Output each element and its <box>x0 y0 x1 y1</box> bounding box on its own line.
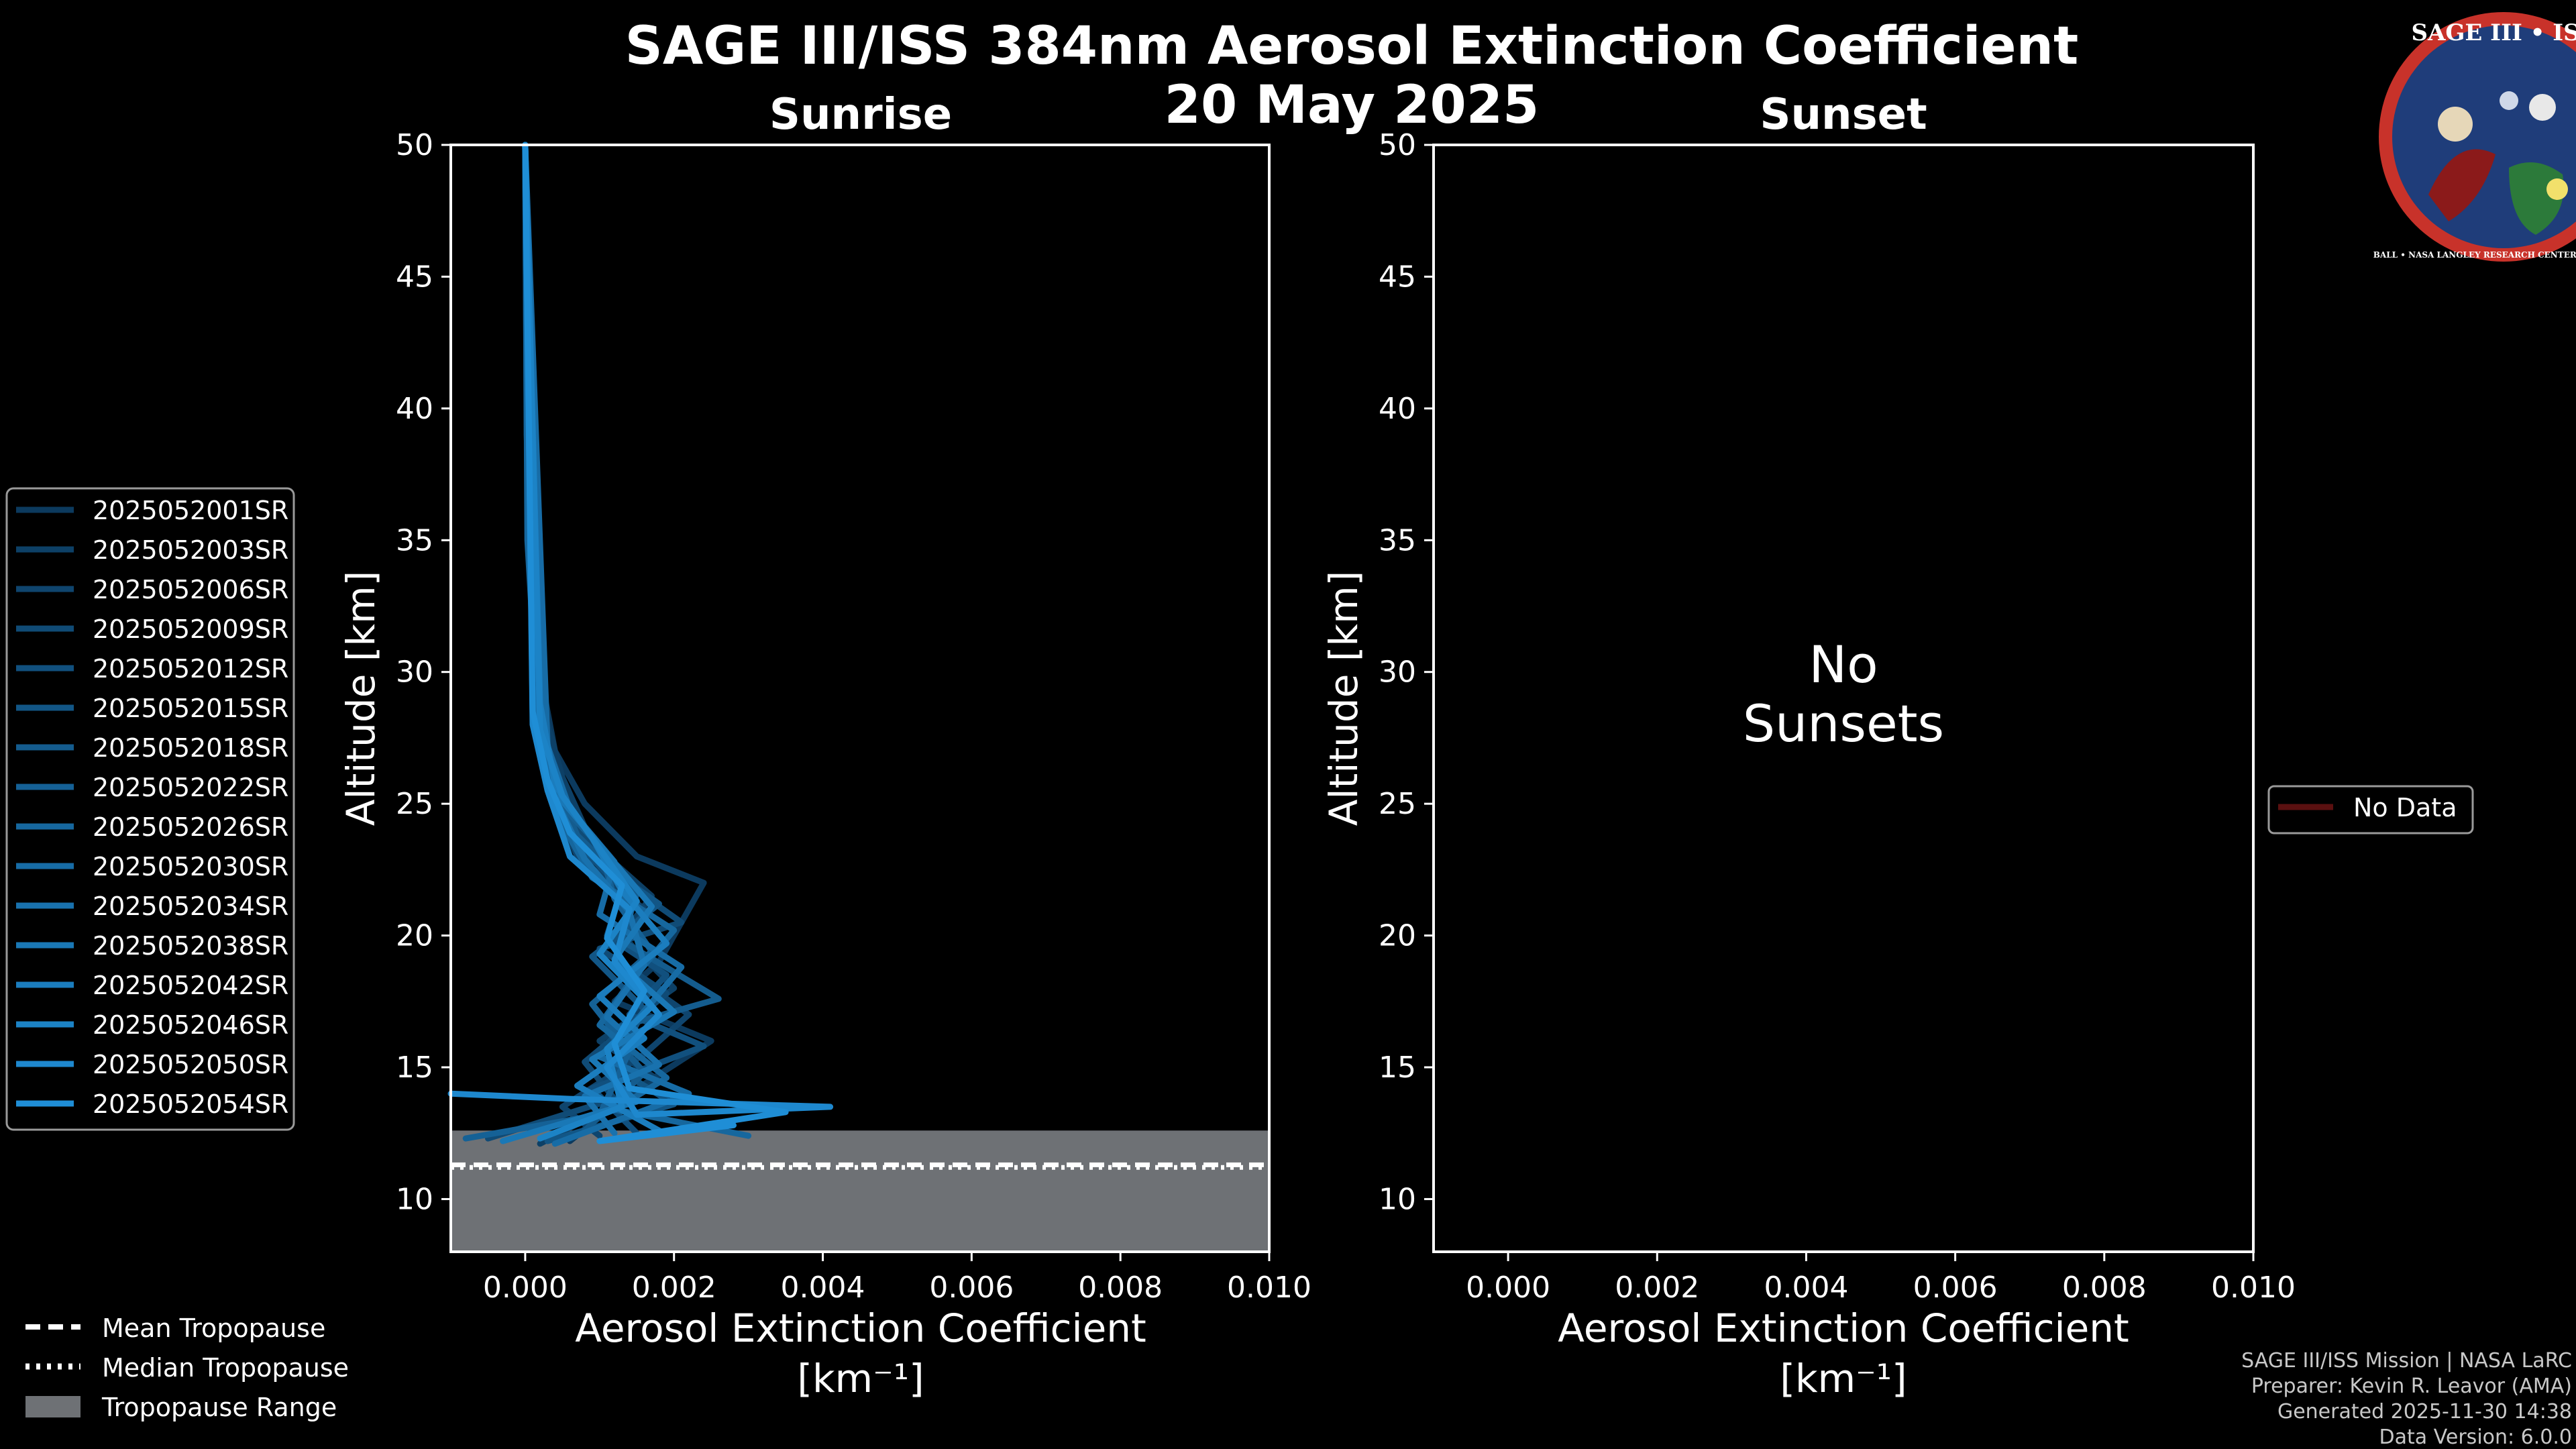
legend-label-2025052038SR: 2025052038SR <box>93 931 288 961</box>
legend-label-2025052003SR: 2025052003SR <box>93 535 288 565</box>
legend-label-2025052015SR: 2025052015SR <box>93 694 288 723</box>
no-sunsets-line1: No <box>1809 635 1878 694</box>
sunset-title: Sunset <box>1760 90 1927 140</box>
sunrise-axes-frame <box>449 144 1271 1253</box>
legend-label-2025052030SR: 2025052030SR <box>93 852 288 881</box>
sunset-ytick-label: 50 <box>1379 128 1416 162</box>
sunset-ytick-label: 15 <box>1379 1051 1416 1085</box>
date-title: 20 May 2025 <box>1165 75 1540 136</box>
sunset-plot-area <box>1434 145 2253 1252</box>
sunrise-title: Sunrise <box>769 90 952 140</box>
sunrise-ytick-label: 35 <box>396 523 433 557</box>
sunset-ytick-label: 35 <box>1379 523 1416 557</box>
sunrise-xtick-label: 0.000 <box>483 1271 568 1305</box>
legend-label-2025052009SR: 2025052009SR <box>93 614 288 644</box>
legend-label-2025052042SR: 2025052042SR <box>93 971 288 1000</box>
logo-ring-text: BALL • NASA LANGLEY RESEARCH CENTER • TA… <box>2373 250 2576 260</box>
logo-figure-head <box>2438 107 2473 142</box>
sunset-ytick-label: 25 <box>1379 787 1416 821</box>
tropopause-legend: Mean Tropopause Median Tropopause Tropop… <box>25 1313 349 1422</box>
legend-label-2025052050SR: 2025052050SR <box>93 1050 288 1079</box>
sunrise-ytick-label: 15 <box>396 1051 433 1085</box>
sunset-legend-frame <box>2267 785 2474 835</box>
sunset-xtick-label: 0.006 <box>1913 1271 1998 1305</box>
logo-moon <box>2529 94 2556 121</box>
legend-label-2025052012SR: 2025052012SR <box>93 654 288 684</box>
series-line-2025052054SR <box>522 142 789 1144</box>
sunrise-xtick-label: 0.008 <box>1078 1271 1163 1305</box>
sunrise-ylabel: Altitude [km] <box>338 571 384 826</box>
main-title: SAGE III/ISS 384nm Aerosol Extinction Co… <box>625 16 2079 76</box>
sunrise-ytick-label: 20 <box>396 919 433 953</box>
footer: SAGE III/ISS Mission | NASA LaRC Prepare… <box>2241 1349 2572 1449</box>
tropopause-range-label: Tropopause Range <box>101 1393 337 1422</box>
footer-line-4: Data Version: 6.0.0 <box>2379 1426 2572 1449</box>
sunrise-ticks: 0.000 0.002 0.004 0.006 0.008 0.010 10 15 20 25 30… <box>396 128 1311 1305</box>
sunset-ylabel: Altitude [km] <box>1321 571 1366 826</box>
legend-label-2025052046SR: 2025052046SR <box>93 1010 288 1040</box>
legend-label-2025052054SR: 2025052054SR <box>93 1089 288 1119</box>
sunrise-legend: 2025052001SR 2025052003SR 2025052006SR 2025… <box>5 487 295 1131</box>
sunset-xtick-label: 0.004 <box>1764 1271 1848 1305</box>
sunrise-panel: 0.000 0.002 0.004 0.006 0.008 0.010 10 15 20 25 30… <box>338 128 1311 1401</box>
sunset-xtick-label: 0.010 <box>2211 1271 2296 1305</box>
legend-label-2025052022SR: 2025052022SR <box>93 773 288 802</box>
legend-label-2025052006SR: 2025052006SR <box>93 575 288 604</box>
median-tropopause-label: Median Tropopause <box>102 1353 349 1383</box>
sunrise-ytick-label: 50 <box>396 128 433 162</box>
footer-line-1: SAGE III/ISS Mission | NASA LaRC <box>2241 1349 2572 1373</box>
sunrise-xunit: [km⁻¹] <box>797 1356 924 1401</box>
sunset-xunit: [km⁻¹] <box>1780 1356 1907 1401</box>
logo-figure-robe <box>2428 149 2496 221</box>
mean-tropopause-label: Mean Tropopause <box>102 1313 325 1343</box>
sunrise-xtick-label: 0.004 <box>781 1271 865 1305</box>
sunset-ticks: 0.000 0.002 0.004 0.006 0.008 0.010 10 15 20 25 30… <box>1379 128 2296 1305</box>
sunrise-xtick-label: 0.006 <box>929 1271 1014 1305</box>
tropopause-range-swatch <box>25 1396 80 1417</box>
sunset-panel: 0.000 0.002 0.004 0.006 0.008 0.010 10 15 20 25 30… <box>1321 128 2296 1401</box>
tropopause-layer <box>451 1130 1269 1252</box>
legend-label-2025052026SR: 2025052026SR <box>93 812 288 842</box>
legend-label-2025052018SR: 2025052018SR <box>93 733 288 763</box>
no-data-legend-label: No Data <box>2353 793 2457 822</box>
sunset-ytick-label: 45 <box>1379 260 1416 294</box>
sunrise-xlabel: Aerosol Extinction Coefficient <box>575 1305 1146 1351</box>
logo-earth <box>2509 162 2564 235</box>
sunrise-legend-frame <box>5 487 295 1131</box>
sunset-ytick-label: 40 <box>1379 392 1416 426</box>
legend-label-2025052001SR: 2025052001SR <box>93 496 288 525</box>
sunrise-xtick-label: 0.002 <box>632 1271 716 1305</box>
sunset-ytick-label: 10 <box>1379 1182 1416 1216</box>
tropopause-range-band <box>451 1130 1269 1252</box>
footer-line-2: Preparer: Kevin R. Leavor (AMA) <box>2251 1375 2572 1398</box>
legend-label-2025052034SR: 2025052034SR <box>93 892 288 921</box>
sunrise-ytick-label: 25 <box>396 787 433 821</box>
footer-line-3: Generated 2025-11-30 14:38 <box>2277 1400 2572 1424</box>
sunset-xtick-label: 0.002 <box>1615 1271 1699 1305</box>
logo-sun <box>2546 178 2568 200</box>
logo-planet <box>2500 91 2518 110</box>
sunset-xtick-label: 0.008 <box>2062 1271 2147 1305</box>
sunset-legend: No Data <box>2267 785 2474 835</box>
no-sunsets-line2: Sunsets <box>1743 694 1944 753</box>
logo-title: SAGE III • ISS <box>2411 19 2576 46</box>
sunset-ytick-label: 20 <box>1379 919 1416 953</box>
sunset-axes-frame <box>1432 144 2255 1253</box>
sunrise-ytick-label: 10 <box>396 1182 433 1216</box>
sunrise-series-lines <box>447 142 834 1147</box>
sunrise-ytick-label: 40 <box>396 392 433 426</box>
sunset-xlabel: Aerosol Extinction Coefficient <box>1558 1305 2129 1351</box>
sunset-xtick-label: 0.000 <box>1466 1271 1550 1305</box>
sage-iss-logo: SAGE III • ISS BALL • NASA LANGLEY RESEA… <box>2373 12 2576 262</box>
sunrise-ytick-label: 30 <box>396 655 433 690</box>
sunset-ytick-label: 30 <box>1379 655 1416 690</box>
sunrise-xtick-label: 0.010 <box>1227 1271 1311 1305</box>
sunrise-plot-area <box>451 145 1269 1252</box>
sunrise-ytick-label: 45 <box>396 260 433 294</box>
